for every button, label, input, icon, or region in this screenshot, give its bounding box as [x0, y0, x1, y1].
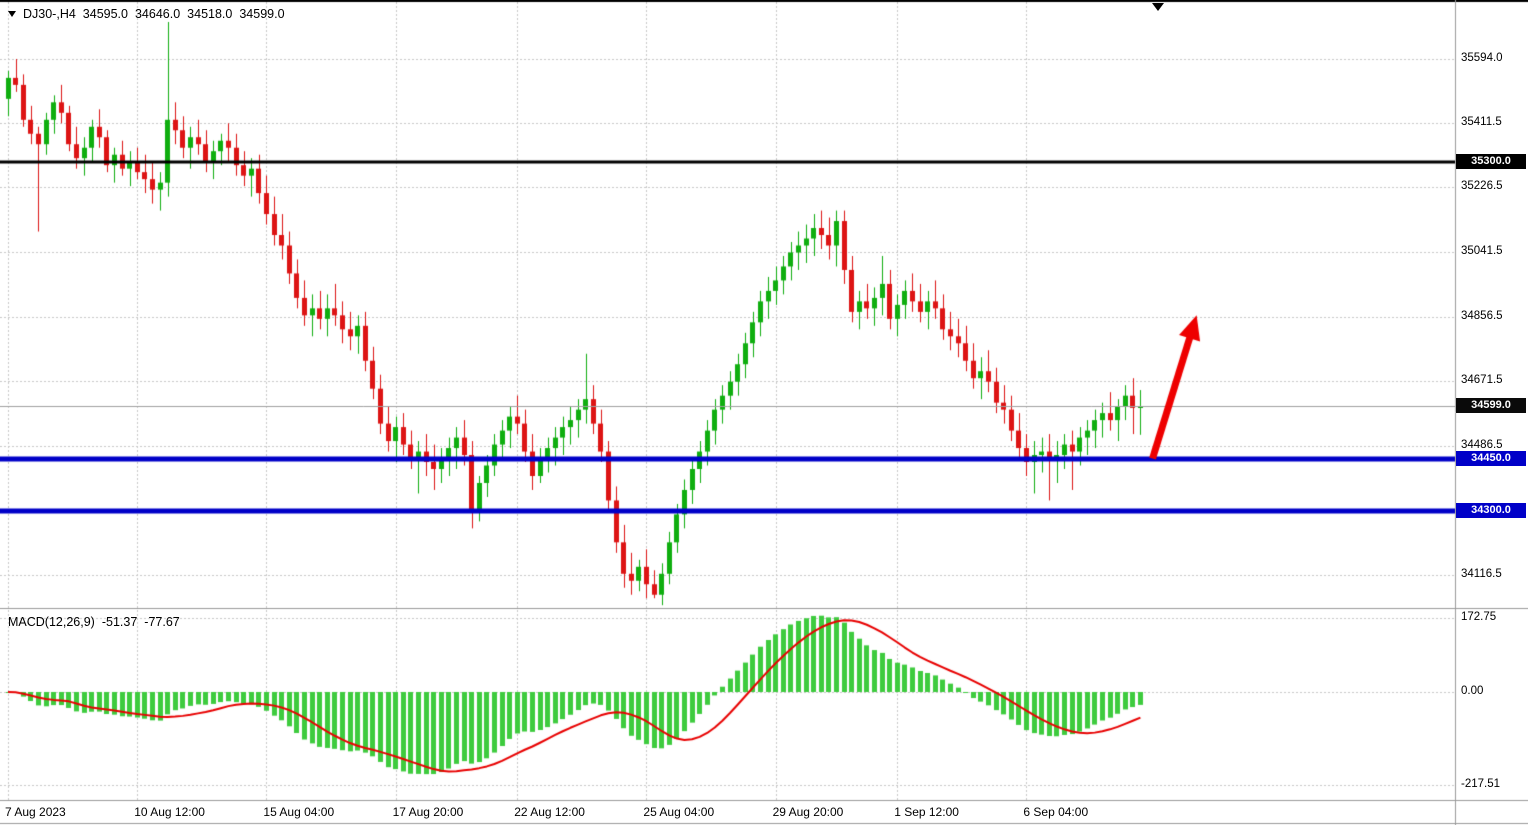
price-axis-label: 35411.5: [1461, 115, 1502, 128]
time-axis-label: 10 Aug 12:00: [134, 805, 205, 819]
macd-axis-label: 172.75: [1461, 611, 1497, 624]
time-axis-label: 1 Sep 12:00: [894, 805, 959, 819]
price-axis-label: 34116.5: [1461, 567, 1502, 580]
ohlc-close-value: 34599.0: [239, 7, 285, 21]
ohlc-low-value: 34518.0: [187, 7, 233, 21]
price-axis-label: 35041.5: [1461, 244, 1503, 257]
chart-ohlc-header: DJ30-,H4 34595.0 34646.0 34518.0 34599.0: [8, 7, 285, 21]
time-axis-label: 17 Aug 20:00: [392, 805, 464, 819]
time-axis-label: 25 Aug 04:00: [643, 805, 715, 819]
price-tag: 34300.0: [1456, 502, 1526, 518]
price-axis-label: 34856.5: [1461, 309, 1503, 322]
macd-main-value: -51.37: [101, 615, 138, 629]
time-axis-label: 7 Aug 2023: [5, 805, 66, 819]
time-axis-label: 29 Aug 20:00: [772, 805, 844, 819]
time-axis-label: 22 Aug 12:00: [514, 805, 585, 819]
price-tag: 34599.0: [1456, 398, 1526, 414]
price-tag: 34450.0: [1456, 450, 1526, 466]
ohlc-high-value: 34646.0: [134, 7, 181, 21]
macd-name: MACD(12,26,9): [8, 615, 95, 629]
time-axis-label: 6 Sep 04:00: [1023, 805, 1089, 819]
symbol-dropdown-icon[interactable]: [8, 11, 16, 17]
symbol-period-label: DJ30-,H4: [23, 7, 76, 21]
time-axis-label: 15 Aug 04:00: [263, 805, 335, 819]
ohlc-open-value: 34595.0: [82, 7, 128, 21]
price-axis-label: 34486.5: [1461, 438, 1503, 451]
macd-indicator-label: MACD(12,26,9) -51.37 -77.67: [8, 615, 180, 629]
chart-shift-marker-icon[interactable]: [1152, 3, 1164, 11]
price-axis-label: 35226.5: [1461, 180, 1503, 193]
price-axis-label: 35594.0: [1461, 52, 1503, 65]
macd-axis-label: -217.51: [1461, 778, 1501, 791]
price-tag: 35300.0: [1456, 153, 1526, 169]
macd-signal-value: -77.67: [144, 615, 180, 629]
price-axis-label: 34671.5: [1461, 374, 1503, 387]
macd-axis-label: 0.00: [1461, 685, 1484, 697]
